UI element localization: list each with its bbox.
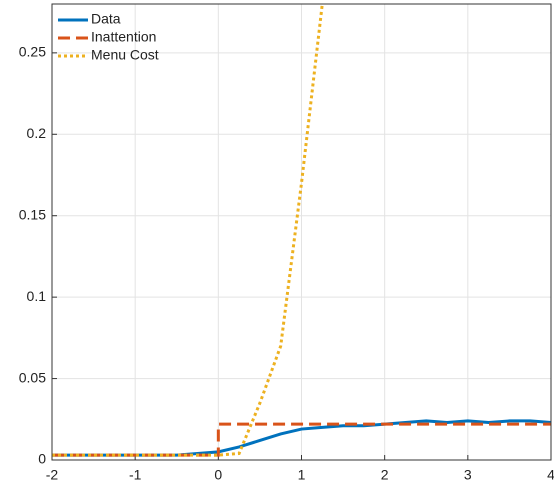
legend-label: Inattention [91, 29, 156, 45]
y-tick-label: 0.05 [19, 369, 46, 385]
x-tick-label: 2 [381, 467, 389, 483]
series-line [52, 422, 551, 457]
x-tick-label: 1 [298, 467, 306, 483]
series-line [52, 4, 324, 457]
x-tick-label: -1 [129, 467, 142, 483]
y-tick-label: 0.25 [19, 44, 46, 60]
plot-area [52, 4, 551, 457]
x-tick-label: -2 [46, 467, 59, 483]
x-tick-label: 0 [214, 467, 222, 483]
x-tick-label: 3 [464, 467, 472, 483]
axes-box [51, 3, 552, 461]
y-tick-label: 0.2 [27, 125, 47, 141]
legend-label: Data [91, 11, 121, 27]
y-tick-label: 0.15 [19, 206, 46, 222]
y-tick-label: 0 [38, 451, 46, 467]
legend-label: Menu Cost [91, 47, 159, 63]
y-tick-label: 0.1 [27, 288, 47, 304]
x-tick-label: 4 [547, 467, 554, 483]
